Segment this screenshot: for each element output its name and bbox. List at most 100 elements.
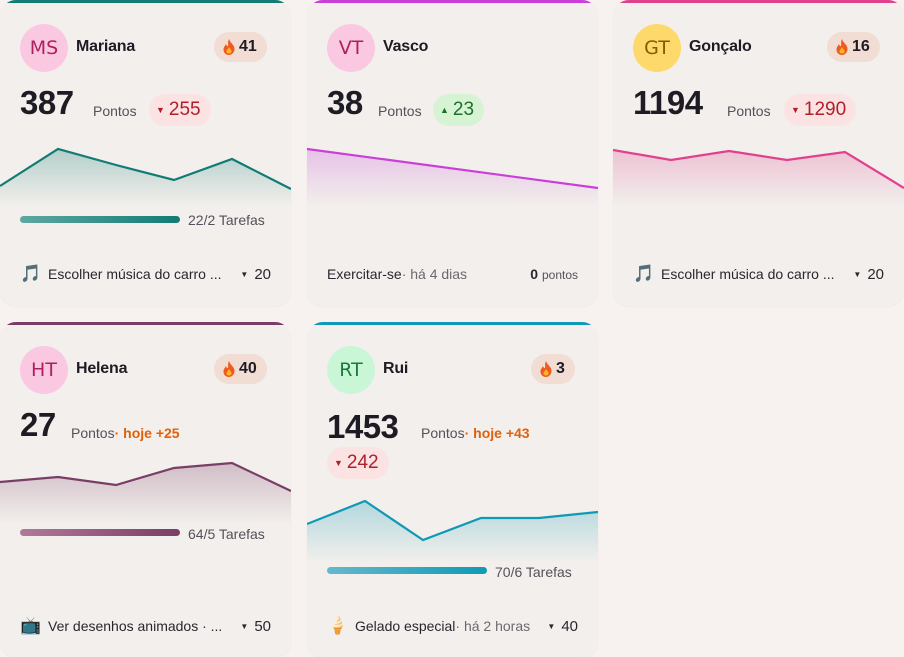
last-task-row[interactable]: Exercitar-se · há 4 dias 0 pontos bbox=[327, 266, 578, 282]
streak-count: 41 bbox=[239, 38, 257, 55]
avatar: RT bbox=[327, 346, 375, 394]
fire-icon bbox=[222, 361, 236, 377]
last-task-row[interactable]: 📺 Ver desenhos animados · ... ▼ 50 bbox=[20, 616, 271, 636]
arrow-down-icon: ▼ bbox=[156, 105, 165, 115]
last-task-row[interactable]: 🍦 Gelado especial · há 2 horas ▼ 40 bbox=[327, 616, 578, 636]
task-points-value: 0 bbox=[530, 266, 539, 282]
task-points-value: 20 bbox=[254, 265, 271, 283]
task-points-value: 20 bbox=[867, 265, 884, 283]
arrow-up-icon: ▲ bbox=[440, 105, 449, 115]
fire-icon bbox=[835, 39, 849, 55]
member-card-goncalo[interactable]: GT Gonçalo 16 1194 Pontos ▼ 1290 🎵 Escol… bbox=[613, 0, 904, 306]
points-value: 1194 bbox=[633, 84, 703, 121]
task-progress-bar bbox=[20, 216, 180, 223]
points-sparkline bbox=[0, 147, 291, 206]
today-points: · hoje +25 bbox=[114, 425, 180, 441]
caret-down-icon: ▼ bbox=[547, 621, 556, 631]
arrow-down-icon: ▼ bbox=[791, 105, 800, 115]
ice-cream-icon: 🍦 bbox=[327, 616, 349, 635]
delta-value: 242 bbox=[346, 452, 379, 473]
delta-value: 1290 bbox=[803, 99, 847, 120]
points-value: 27 bbox=[20, 406, 56, 443]
task-progress-label: 22/2 Tarefas bbox=[188, 212, 265, 228]
points-sparkline bbox=[307, 499, 598, 562]
points-delta-badge: ▼ 1290 bbox=[784, 94, 857, 126]
caret-down-icon: ▼ bbox=[240, 621, 249, 631]
task-time: · há 4 dias bbox=[401, 266, 468, 282]
arrow-down-icon: ▼ bbox=[334, 458, 343, 468]
music-note-icon: 🎵 bbox=[20, 264, 42, 283]
fire-icon bbox=[222, 39, 236, 55]
streak-count: 3 bbox=[556, 360, 565, 377]
music-note-icon: 🎵 bbox=[633, 264, 655, 283]
task-progress-bar bbox=[20, 529, 180, 536]
task-name: Exercitar-se bbox=[327, 266, 402, 282]
fire-icon bbox=[539, 361, 553, 377]
card-accent-bar bbox=[307, 0, 598, 3]
task-progress-label: 64/5 Tarefas bbox=[188, 526, 265, 542]
task-name: Gelado especial bbox=[355, 618, 456, 634]
points-sparkline bbox=[307, 147, 598, 206]
points-delta-badge: ▲ 23 bbox=[433, 94, 485, 126]
last-task-row[interactable]: 🎵 Escolher música do carro ... ▼ 20 bbox=[20, 264, 271, 284]
task-points-value: 50 bbox=[254, 617, 271, 635]
today-points: · hoje +43 bbox=[464, 425, 530, 441]
points-label-text: Pontos bbox=[421, 425, 465, 441]
task-progress-bar bbox=[327, 567, 487, 574]
member-name: Helena bbox=[76, 360, 128, 377]
member-card-vasco[interactable]: VT Vasco 38 Pontos ▲ 23 Exercitar-se · h… bbox=[307, 0, 598, 306]
card-accent-bar bbox=[0, 0, 291, 3]
task-points: ▼ 40 bbox=[547, 618, 578, 635]
points-label: Pontos bbox=[93, 103, 137, 119]
member-name: Gonçalo bbox=[689, 38, 752, 55]
task-time: · há 2 horas bbox=[455, 618, 531, 634]
task-points-value: 40 bbox=[561, 617, 578, 635]
caret-down-icon: ▼ bbox=[240, 269, 249, 279]
card-accent-bar bbox=[0, 322, 291, 325]
delta-value: 255 bbox=[168, 99, 201, 120]
member-name: Mariana bbox=[76, 38, 136, 55]
caret-down-icon: ▼ bbox=[853, 269, 862, 279]
points-value: 387 bbox=[20, 84, 74, 121]
points-sparkline bbox=[0, 461, 291, 524]
points-label: Pontos· hoje +43 bbox=[421, 425, 530, 441]
avatar: VT bbox=[327, 24, 375, 72]
points-label: Pontos· hoje +25 bbox=[71, 425, 180, 441]
points-label-text: Pontos bbox=[71, 425, 115, 441]
tv-icon: 📺 bbox=[20, 616, 42, 635]
task-name: Ver desenhos animados · ... bbox=[48, 618, 223, 634]
task-points-unit: pontos bbox=[541, 268, 578, 282]
streak-badge: 16 bbox=[827, 32, 880, 62]
points-value: 1453 bbox=[327, 408, 399, 445]
task-name: Escolher música do carro ... bbox=[48, 266, 222, 282]
member-card-mariana[interactable]: MS Mariana 41 387 Pontos ▼ 255 22/2 Tare… bbox=[0, 0, 291, 306]
member-name: Rui bbox=[383, 360, 409, 377]
points-label: Pontos bbox=[727, 103, 771, 119]
streak-count: 16 bbox=[852, 38, 870, 55]
avatar: GT bbox=[633, 24, 681, 72]
streak-count: 40 bbox=[239, 360, 257, 377]
streak-badge: 40 bbox=[214, 354, 267, 384]
streak-badge: 41 bbox=[214, 32, 267, 62]
delta-value: 23 bbox=[452, 99, 475, 120]
member-name: Vasco bbox=[383, 38, 429, 55]
card-accent-bar bbox=[307, 322, 598, 325]
task-points: ▼ 20 bbox=[853, 266, 884, 283]
task-points: 0 pontos bbox=[530, 266, 578, 282]
avatar: MS bbox=[20, 24, 68, 72]
member-card-helena[interactable]: HT Helena 40 27 Pontos· hoje +25 64/5 Ta… bbox=[0, 322, 291, 657]
task-points: ▼ 20 bbox=[240, 266, 271, 283]
points-value: 38 bbox=[327, 84, 363, 121]
task-name: Escolher música do carro ... bbox=[661, 266, 835, 282]
last-task-row[interactable]: 🎵 Escolher música do carro ... ▼ 20 bbox=[633, 264, 884, 284]
points-delta-badge: ▼ 242 bbox=[327, 447, 389, 479]
member-card-rui[interactable]: RT Rui 3 1453 Pontos· hoje +43 ▼ 242 70/… bbox=[307, 322, 598, 657]
avatar: HT bbox=[20, 346, 68, 394]
streak-badge: 3 bbox=[531, 354, 575, 384]
task-progress-label: 70/6 Tarefas bbox=[495, 564, 572, 580]
points-sparkline bbox=[613, 148, 904, 206]
task-points: ▼ 50 bbox=[240, 618, 271, 635]
points-delta-badge: ▼ 255 bbox=[149, 94, 211, 126]
card-accent-bar bbox=[613, 0, 904, 3]
points-label: Pontos bbox=[378, 103, 422, 119]
